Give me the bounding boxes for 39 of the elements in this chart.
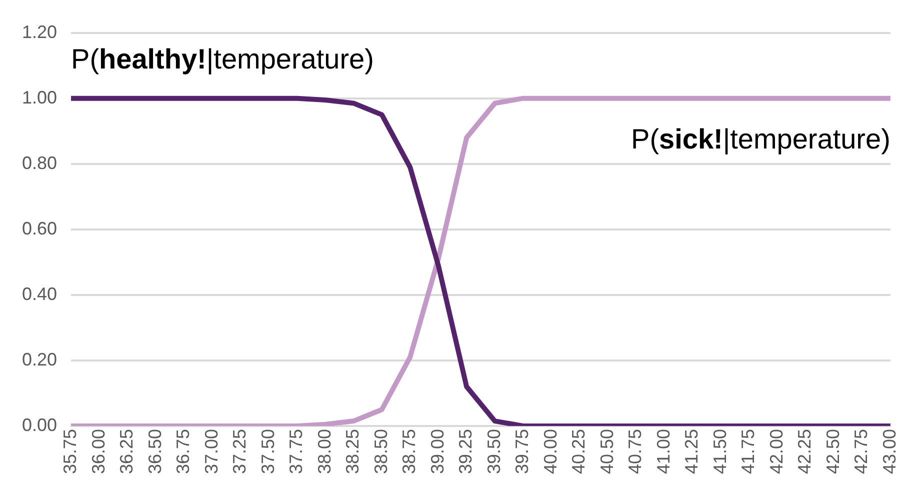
x-tick-label: 42.75 — [851, 428, 872, 474]
x-tick-label: 42.00 — [766, 428, 786, 474]
x-tick-label: 37.00 — [201, 428, 222, 474]
x-tick-label: 43.00 — [879, 428, 900, 474]
x-tick-label: 37.50 — [258, 428, 278, 474]
x-tick-label: 39.25 — [456, 428, 476, 474]
y-tick-label: 1.00 — [22, 87, 58, 108]
x-tick-label: 41.00 — [653, 428, 674, 474]
y-tick-label: 0.80 — [22, 152, 58, 173]
x-tick-label: 36.00 — [88, 428, 108, 474]
x-tick-label: 37.75 — [286, 428, 306, 474]
x-tick-label: 41.25 — [682, 428, 702, 474]
series-label: P(sick!|temperature) — [631, 123, 890, 154]
x-tick-label: 42.25 — [794, 428, 815, 474]
x-tick-label: 35.75 — [60, 428, 80, 474]
x-tick-label: 38.50 — [370, 428, 391, 474]
x-tick-label: 36.25 — [116, 428, 137, 474]
x-tick-label: 36.50 — [144, 428, 165, 474]
y-tick-label: 0.60 — [22, 218, 58, 238]
series-label: P(healthy!|temperature) — [71, 43, 374, 74]
x-tick-label: 41.50 — [710, 428, 730, 474]
x-tick-label: 41.75 — [738, 428, 758, 474]
x-tick-label: 40.50 — [596, 428, 617, 474]
y-tick-label: 0.40 — [22, 284, 58, 304]
x-tick-label: 39.00 — [427, 428, 448, 474]
x-tick-label: 36.75 — [173, 428, 194, 474]
x-tick-label: 42.50 — [822, 428, 843, 474]
x-tick-label: 39.50 — [484, 428, 504, 474]
y-tick-label: 0.20 — [22, 349, 58, 370]
x-tick-label: 38.25 — [342, 428, 363, 474]
x-tick-label: 40.00 — [540, 428, 560, 474]
y-tick-label: 1.20 — [22, 22, 58, 42]
x-tick-label: 39.75 — [512, 428, 532, 474]
x-tick-label: 40.75 — [625, 428, 646, 474]
y-tick-label: 0.00 — [22, 414, 58, 435]
x-tick-label: 40.25 — [568, 428, 589, 474]
x-tick-label: 38.75 — [399, 428, 420, 474]
x-tick-label: 38.00 — [314, 428, 334, 474]
x-tick-label: 37.25 — [230, 428, 250, 474]
